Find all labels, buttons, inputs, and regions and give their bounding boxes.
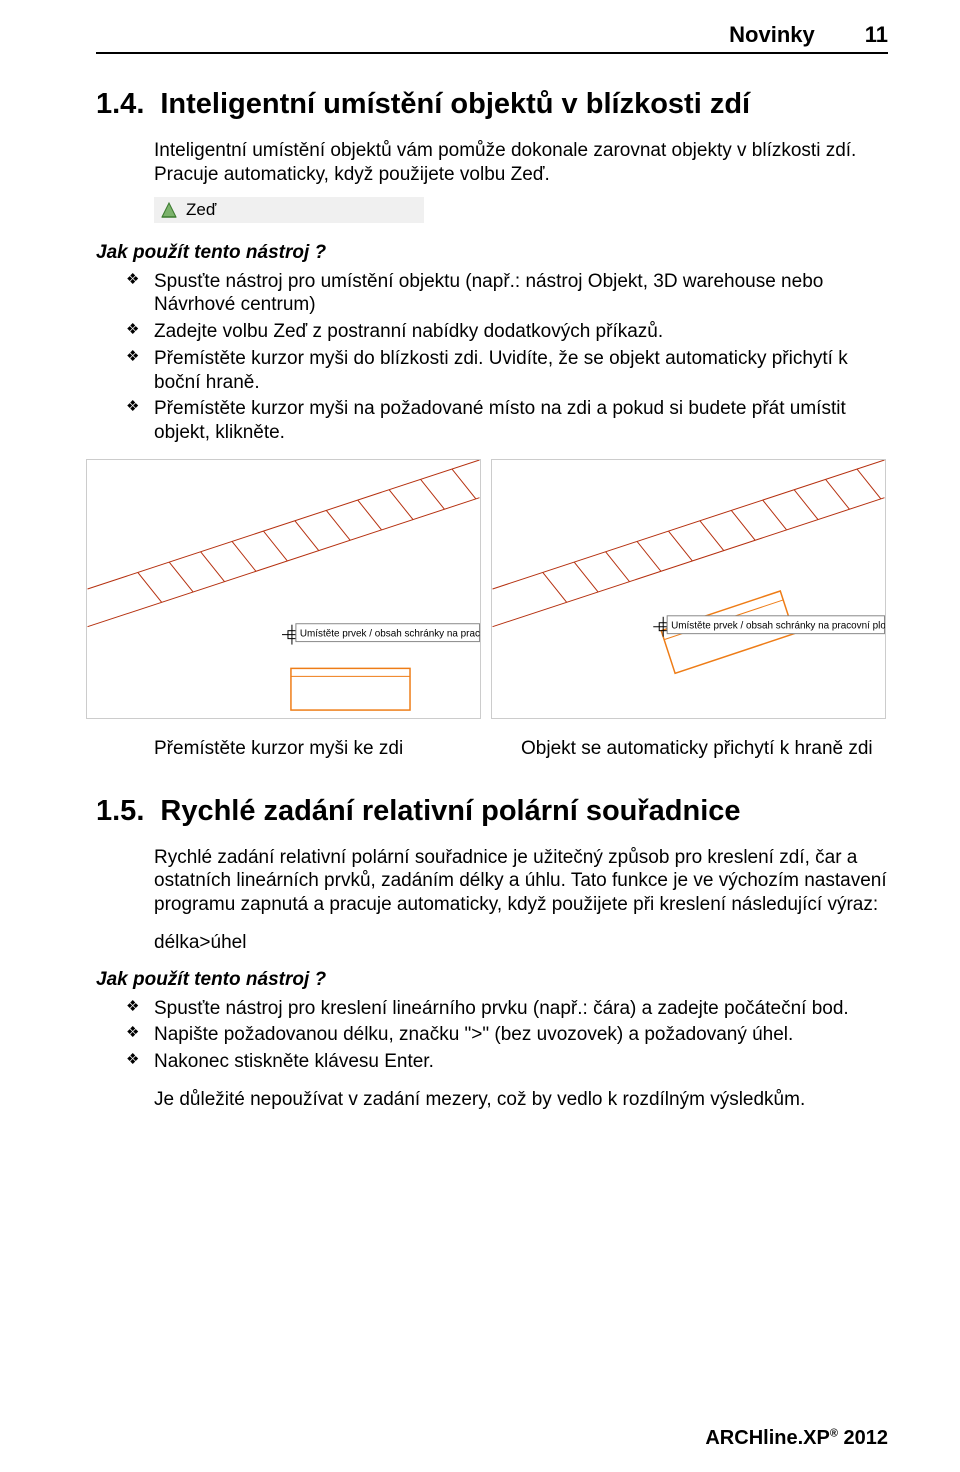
header-label: Novinky — [729, 22, 815, 48]
section-1-5-number: 1.5. — [96, 795, 144, 828]
section-1-4-bullets: Spusťte nástroj pro umístění objektu (na… — [126, 270, 888, 445]
figure-right: Umístěte prvek / obsah schránky na praco… — [491, 459, 886, 719]
caption-right: Objekt se automaticky přichytí k hraně z… — [521, 737, 888, 761]
figure-left: Umístěte prvek / obsah schránky na praco… — [86, 459, 481, 719]
list-item: Spusťte nástroj pro umístění objektu (na… — [126, 270, 888, 318]
list-item: Zadejte volbu Zeď z postranní nabídky do… — [126, 320, 888, 344]
figure-captions: Přemístěte kurzor myši ke zdi Objekt se … — [154, 737, 888, 761]
caption-left: Přemístěte kurzor myši ke zdi — [154, 737, 521, 761]
page-root: Novinky 11 1.4. Inteligentní umístění ob… — [0, 0, 960, 1112]
wall-button-label: Zeď — [186, 200, 216, 220]
figure-row: Umístěte prvek / obsah schránky na praco… — [86, 459, 898, 719]
page-footer: ARCHline.XP® 2012 — [705, 1427, 888, 1450]
header-page-number: 11 — [865, 22, 888, 48]
section-1-5-howto-heading: Jak použít tento nástroj ? — [96, 969, 888, 991]
list-item: Spusťte nástroj pro kreslení lineárního … — [126, 997, 888, 1021]
list-item: Přemístěte kurzor myši do blízkosti zdi.… — [126, 347, 888, 395]
section-1-4-number: 1.4. — [96, 88, 144, 121]
list-item: Přemístěte kurzor myši na požadované mís… — [126, 397, 888, 445]
list-item: Napište požadovanou délku, značku ">" (b… — [126, 1023, 888, 1047]
figure-right-tooltip: Umístěte prvek / obsah schránky na praco… — [671, 620, 886, 631]
wall-button[interactable]: Zeď — [154, 197, 424, 223]
section-1-5-intro: Rychlé zadání relativní polární souřadni… — [154, 846, 888, 917]
section-1-4-howto-heading: Jak použít tento nástroj ? — [96, 242, 888, 264]
section-1-5-note: Je důležité nepoužívat v zadání mezery, … — [154, 1088, 888, 1112]
footer-year: 2012 — [838, 1427, 888, 1449]
section-1-5-expression: délka>úhel — [154, 931, 888, 955]
section-1-4-title: 1.4. Inteligentní umístění objektů v blí… — [96, 88, 888, 121]
section-1-4-heading: Inteligentní umístění objektů v blízkost… — [160, 88, 750, 121]
page-header: Novinky 11 — [96, 0, 888, 54]
section-1-5-title: 1.5. Rychlé zadání relativní polární sou… — [96, 795, 888, 828]
footer-reg: ® — [830, 1427, 838, 1439]
section-1-5-heading: Rychlé zadání relativní polární souřadni… — [160, 795, 740, 828]
footer-product: ARCHline.XP — [705, 1427, 829, 1449]
section-1-4-intro: Inteligentní umístění objektů vám pomůže… — [154, 139, 888, 187]
figure-left-tooltip: Umístěte prvek / obsah schránky na praco… — [300, 628, 481, 639]
list-item: Nakonec stiskněte klávesu Enter. — [126, 1050, 888, 1074]
wall-button-preview: Zeď — [154, 197, 888, 224]
wall-icon — [160, 201, 178, 219]
section-1-5-bullets: Spusťte nástroj pro kreslení lineárního … — [126, 997, 888, 1074]
